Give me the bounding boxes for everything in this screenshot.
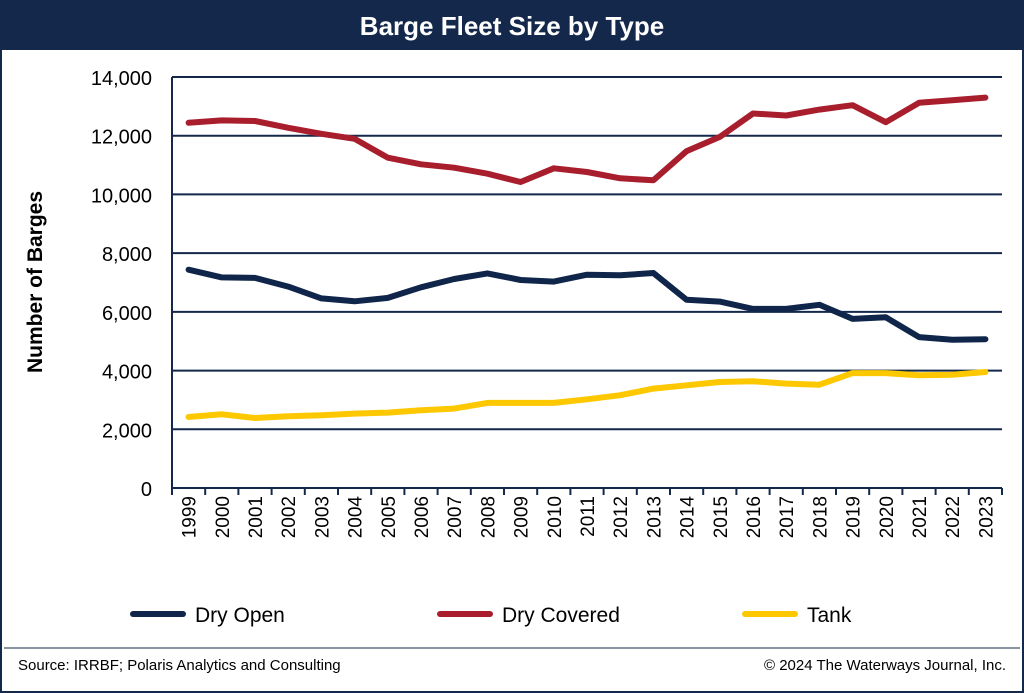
series-line-dry-open: [185, 266, 989, 343]
y-tick-label: 2,000: [102, 420, 152, 442]
y-tick-label: 14,000: [91, 68, 152, 90]
x-tick-label: 2014: [678, 496, 699, 539]
x-tick-label: 2009: [512, 496, 533, 538]
x-tick-label: 2022: [943, 496, 964, 538]
x-tick-label: 2002: [279, 496, 300, 538]
x-tick-label: 2019: [844, 496, 865, 538]
legend-item: Dry Open: [130, 604, 285, 627]
footer-copyright: © 2024 The Waterways Journal, Inc.: [764, 657, 1006, 674]
y-axis-label: Number of Barges: [24, 191, 47, 373]
x-tick-label: 1999: [180, 496, 201, 538]
x-tick-label: 2017: [777, 496, 798, 538]
legend-item: Dry Covered: [437, 604, 620, 627]
x-tick-label: 2008: [478, 496, 499, 538]
x-tick-label: 2007: [445, 496, 466, 538]
x-tick-label: 2004: [346, 496, 367, 539]
y-tick-label: 6,000: [102, 303, 152, 325]
x-tick-label: 2013: [644, 496, 665, 538]
chart-title: Barge Fleet Size by Type: [360, 11, 664, 41]
y-tick-label: 12,000: [91, 127, 152, 149]
legend-label: Tank: [807, 604, 852, 627]
x-tick-label: 2020: [877, 496, 898, 538]
x-tick-label: 2016: [744, 496, 765, 538]
legend-label: Dry Covered: [502, 604, 620, 627]
x-tick-label: 2012: [611, 496, 632, 538]
x-tick-label: 2015: [711, 496, 732, 538]
x-tick-label: 2023: [976, 496, 997, 538]
y-tick-label: 8,000: [102, 244, 152, 266]
x-tick-label: 2001: [246, 496, 267, 538]
x-tick-label: 2018: [810, 496, 831, 538]
x-tick-label: 2010: [545, 496, 566, 538]
x-tick-label: 2005: [379, 496, 400, 538]
series-line-dry-covered: [185, 94, 989, 185]
y-tick-label: 10,000: [91, 185, 152, 207]
title-bar: [0, 0, 1024, 50]
x-tick-label: 2006: [412, 496, 433, 538]
x-tick-label: 2000: [213, 496, 234, 538]
series-line-tank: [185, 369, 989, 421]
legend-label: Dry Open: [195, 604, 285, 627]
x-tick-label: 2003: [312, 496, 333, 538]
legend-item: Tank: [742, 604, 852, 627]
y-tick-label: 0: [141, 479, 152, 501]
x-tick-label: 2011: [578, 496, 599, 537]
footer-source: Source: IRRBF; Polaris Analytics and Con…: [18, 657, 341, 674]
y-tick-label: 4,000: [102, 362, 152, 384]
x-tick-label: 2021: [910, 496, 931, 538]
